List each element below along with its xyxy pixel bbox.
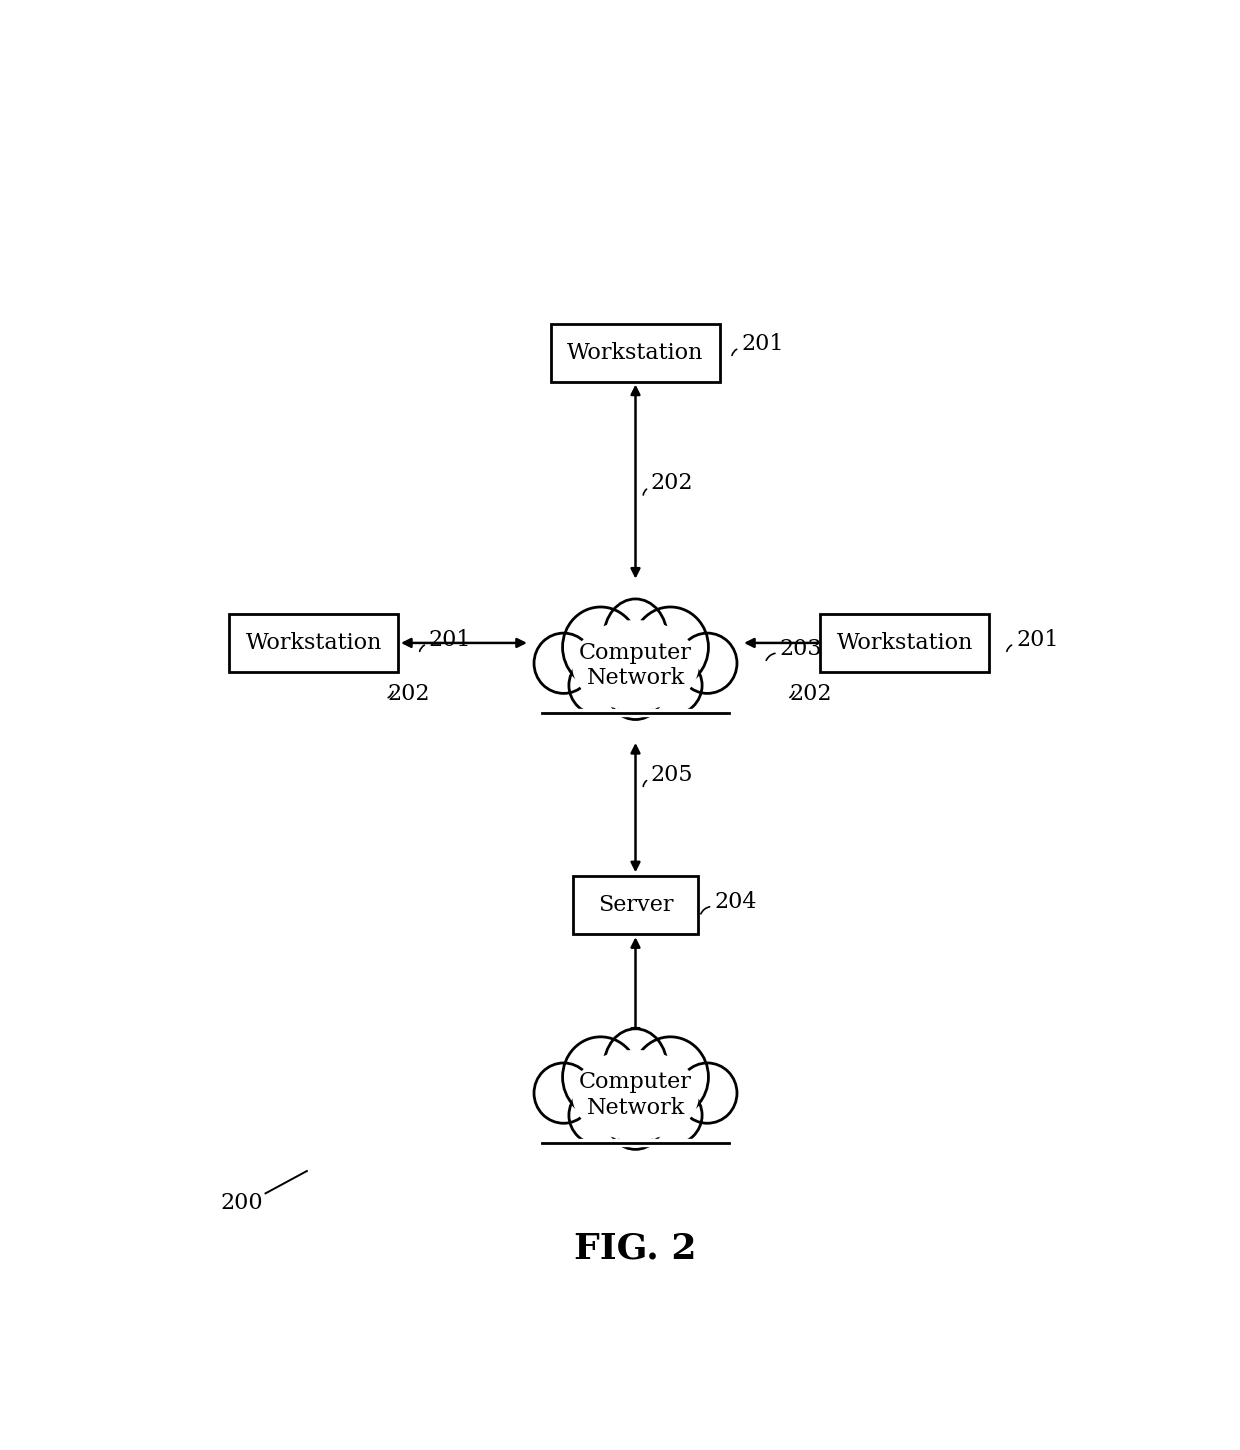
Ellipse shape: [534, 1063, 593, 1124]
Ellipse shape: [604, 1030, 667, 1105]
Ellipse shape: [604, 599, 667, 676]
Ellipse shape: [608, 663, 663, 719]
Ellipse shape: [534, 634, 593, 693]
Ellipse shape: [569, 655, 632, 715]
Ellipse shape: [608, 1093, 663, 1150]
Ellipse shape: [572, 1050, 699, 1140]
Ellipse shape: [632, 608, 708, 687]
Text: 200: 200: [221, 1192, 263, 1215]
Text: 203: 203: [780, 638, 822, 660]
Text: 202: 202: [789, 683, 832, 705]
Ellipse shape: [569, 1085, 632, 1146]
Text: Computer
Network: Computer Network: [579, 641, 692, 689]
Ellipse shape: [563, 608, 639, 687]
FancyBboxPatch shape: [821, 613, 988, 671]
Ellipse shape: [678, 1063, 737, 1124]
Text: 205: 205: [651, 764, 693, 786]
Text: Computer
Network: Computer Network: [579, 1072, 692, 1119]
Text: Workstation: Workstation: [246, 632, 382, 654]
Ellipse shape: [639, 655, 702, 715]
Text: Workstation: Workstation: [568, 342, 703, 364]
Text: 201: 201: [1016, 629, 1059, 651]
Ellipse shape: [563, 1037, 639, 1116]
Text: Workstation: Workstation: [837, 632, 972, 654]
FancyBboxPatch shape: [229, 613, 398, 671]
Text: 201: 201: [742, 332, 784, 355]
FancyBboxPatch shape: [573, 876, 698, 934]
Text: Server: Server: [598, 895, 673, 916]
Ellipse shape: [632, 1037, 708, 1116]
Ellipse shape: [678, 634, 737, 693]
Text: 202: 202: [388, 683, 430, 705]
Text: FIG. 2: FIG. 2: [574, 1231, 697, 1264]
Text: 201: 201: [429, 629, 471, 651]
Ellipse shape: [639, 1085, 702, 1146]
Text: 204: 204: [714, 890, 756, 914]
FancyBboxPatch shape: [552, 323, 719, 381]
Ellipse shape: [572, 621, 699, 710]
Text: 202: 202: [651, 473, 693, 494]
